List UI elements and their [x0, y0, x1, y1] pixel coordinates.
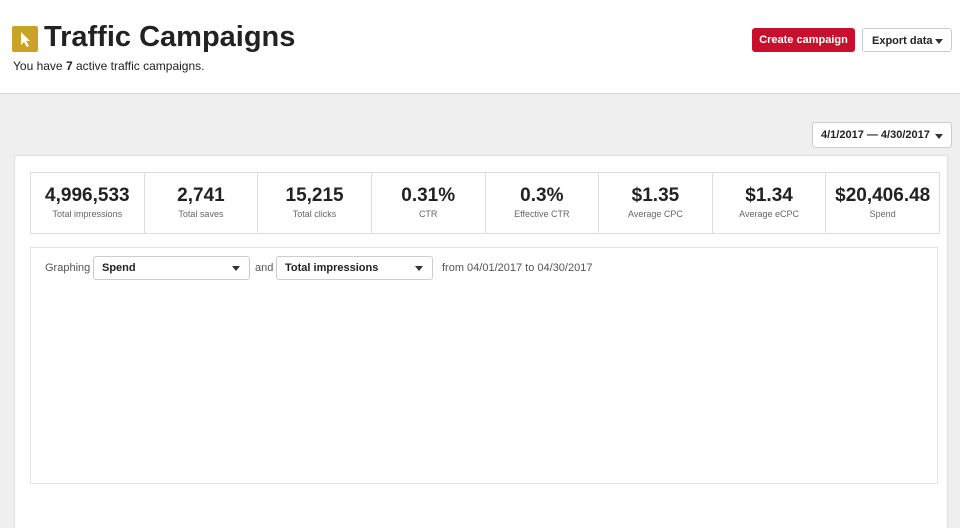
- select-value: Total impressions: [285, 262, 379, 274]
- caret: [232, 266, 240, 271]
- stat: $1.35 Average CPC: [599, 173, 713, 233]
- stat: 4,996,533 Total impressions: [31, 173, 145, 233]
- stat: 15,215 Total clicks: [258, 173, 372, 233]
- button-label: Export data: [872, 35, 933, 47]
- stat-label: Effective CTR: [514, 209, 570, 219]
- stat: $1.34 Average eCPC: [713, 173, 827, 233]
- stat-value: 0.3%: [520, 185, 564, 206]
- stat: 0.3% Effective CTR: [486, 173, 600, 233]
- graphing-label: Graphing: [45, 262, 91, 274]
- stat-label: CTR: [418, 209, 438, 219]
- stat-value: $1.35: [631, 185, 680, 206]
- date-range-label: from 04/01/2017 to 04/30/2017: [442, 262, 593, 274]
- campaign-icon: $350.00$700.00$1,050.00$1,400.0086,25017…: [12, 26, 932, 500]
- stat-label: Total saves: [178, 209, 224, 219]
- stat: 2,741 Total saves: [145, 173, 259, 233]
- create-button[interactable]: Create campaign: [752, 28, 855, 52]
- metric-select[interactable]: Spend: [93, 256, 250, 280]
- stat-label: Total clicks: [292, 209, 337, 219]
- page-title: Traffic Campaigns: [44, 21, 296, 53]
- stat: $20,406.48 Spend: [826, 173, 939, 233]
- date-range: 4/1/2017 — 4/30/2017: [821, 129, 930, 141]
- active-count: 7: [65, 59, 73, 73]
- caret: [415, 266, 423, 271]
- subtitle: You have 7 active traffic campaigns.: [13, 59, 205, 73]
- stats-row: 4,996,533 Total impressions 2,741 Total sav…: [30, 172, 940, 234]
- stat-value: 4,996,533: [45, 185, 130, 206]
- metric-select[interactable]: Total impressions: [276, 256, 433, 280]
- caret: [935, 39, 943, 44]
- stat-value: 2,741: [177, 185, 225, 206]
- stat-value: 0.31%: [401, 185, 456, 206]
- select-value: Spend: [102, 262, 136, 274]
- cursor-icon: $350.00$700.00$1,050.00$1,400.0086,25017…: [21, 32, 932, 500]
- stat-value: 15,215: [285, 185, 344, 206]
- export-button[interactable]: Export data: [862, 28, 952, 52]
- and-label: and: [255, 262, 274, 274]
- stat-value: $20,406.48: [835, 185, 931, 206]
- stat-label: Total impressions: [52, 209, 123, 219]
- graph-panel: [30, 247, 938, 484]
- stat: 0.31% CTR: [372, 173, 486, 233]
- stat-label: Average eCPC: [739, 209, 799, 219]
- subtitle-text: You have: [13, 59, 63, 73]
- caret: [935, 134, 943, 139]
- stat-label: Spend: [869, 209, 896, 219]
- date-picker[interactable]: 4/1/2017 — 4/30/2017: [812, 122, 952, 148]
- subtitle-text: active traffic campaigns.: [75, 59, 205, 73]
- stat-label: Average CPC: [628, 209, 683, 219]
- stat-value: $1.34: [745, 185, 793, 206]
